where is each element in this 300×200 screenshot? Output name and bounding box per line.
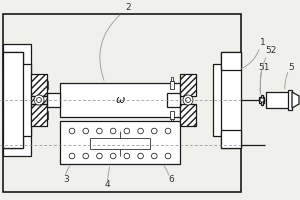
Bar (60, 121, 180, 164)
Bar (3, 92, 31, 108)
Circle shape (124, 153, 130, 159)
Bar (3, 52, 23, 70)
Bar (180, 104, 196, 126)
Circle shape (83, 153, 88, 159)
Bar (221, 130, 241, 148)
Text: 3: 3 (63, 175, 69, 184)
Text: $\omega$: $\omega$ (115, 95, 125, 105)
Bar (31, 96, 47, 104)
Bar (3, 126, 25, 146)
Circle shape (110, 128, 116, 134)
Text: 52: 52 (265, 46, 276, 55)
Circle shape (83, 128, 88, 134)
Polygon shape (292, 92, 299, 108)
Text: 6: 6 (168, 175, 174, 184)
Circle shape (185, 98, 190, 102)
Circle shape (165, 153, 171, 159)
Bar (170, 111, 174, 119)
Circle shape (69, 153, 75, 159)
Bar (3, 54, 25, 74)
Polygon shape (3, 52, 31, 148)
Circle shape (97, 153, 102, 159)
Bar (167, 93, 180, 107)
Circle shape (152, 128, 157, 134)
Text: 51: 51 (258, 63, 269, 72)
Bar (288, 90, 292, 110)
Bar (31, 74, 47, 96)
Circle shape (110, 153, 116, 159)
Text: 4: 4 (105, 180, 111, 189)
Bar (259, 97, 264, 103)
Bar (60, 83, 180, 117)
Bar (180, 74, 196, 96)
Bar (47, 93, 60, 107)
Circle shape (34, 95, 44, 105)
Bar (3, 44, 31, 100)
Circle shape (138, 153, 143, 159)
Text: 2: 2 (125, 3, 131, 12)
Circle shape (165, 128, 171, 134)
Polygon shape (213, 52, 241, 148)
Bar (31, 74, 47, 96)
Circle shape (138, 128, 143, 134)
Circle shape (260, 98, 264, 102)
Bar (3, 100, 31, 116)
Text: 5: 5 (288, 63, 294, 72)
Bar (3, 14, 241, 192)
Bar (180, 104, 196, 126)
Circle shape (183, 95, 193, 105)
Bar (44, 111, 48, 119)
Bar (180, 74, 196, 96)
Bar (45, 77, 47, 81)
Bar (44, 81, 48, 89)
Bar (171, 119, 173, 123)
Bar (3, 100, 31, 156)
Bar (266, 92, 290, 108)
Circle shape (97, 128, 102, 134)
Bar (170, 81, 174, 89)
Circle shape (124, 128, 130, 134)
Bar (261, 95, 263, 105)
Bar (171, 77, 173, 81)
Bar (31, 104, 47, 126)
Text: 1: 1 (260, 38, 266, 47)
Bar (45, 119, 47, 123)
Bar (3, 130, 23, 148)
Circle shape (152, 153, 157, 159)
Circle shape (69, 128, 75, 134)
Bar (31, 104, 47, 126)
Circle shape (37, 98, 41, 102)
Bar (221, 52, 241, 70)
Bar (31, 96, 47, 104)
